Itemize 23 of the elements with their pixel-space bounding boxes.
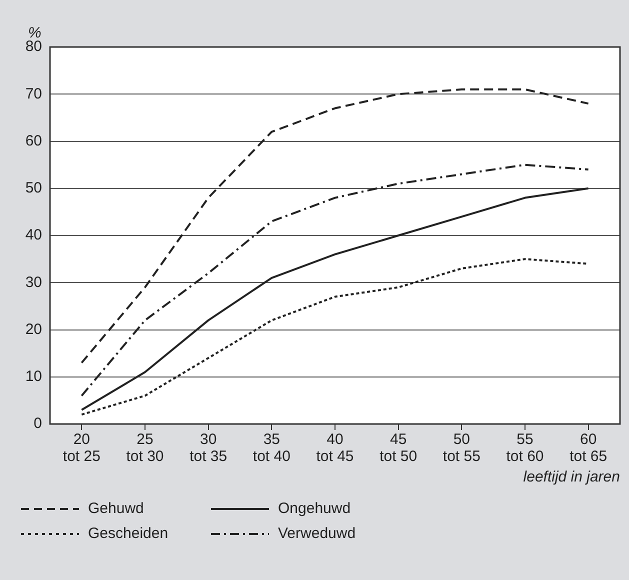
x-tick-label: 40 tot 45 [316,430,354,466]
x-axis-title: leeftijd in jaren [523,468,620,486]
x-tick-label: 45 tot 50 [380,430,418,466]
y-tick-label: 60 [25,132,42,150]
x-tick-label: 30 tot 35 [190,430,228,466]
line-series [80,88,590,364]
y-tick-label: 20 [25,320,42,338]
x-tick-label: 60 tot 65 [570,430,608,466]
y-tick-label: 40 [25,226,42,244]
x-tick-label: 50 tot 55 [442,430,480,466]
line-series [80,164,590,397]
y-tick-label: 10 [25,368,42,386]
y-tick-label: 0 [34,415,42,432]
x-tick-label: 25 tot 30 [126,430,164,466]
legend-label: Gescheiden [88,525,168,542]
y-tick-label: 50 [25,180,42,197]
y-tick-label: 30 [25,274,42,291]
legend-label: Verweduwd [278,525,356,542]
legend-label: Ongehuwd [278,500,351,517]
y-tick-label: 70 [25,85,42,102]
legend-label: Gehuwd [88,500,144,517]
x-tick-label: 35 tot 40 [252,430,290,466]
x-tick-label: 20 tot 25 [62,430,100,466]
